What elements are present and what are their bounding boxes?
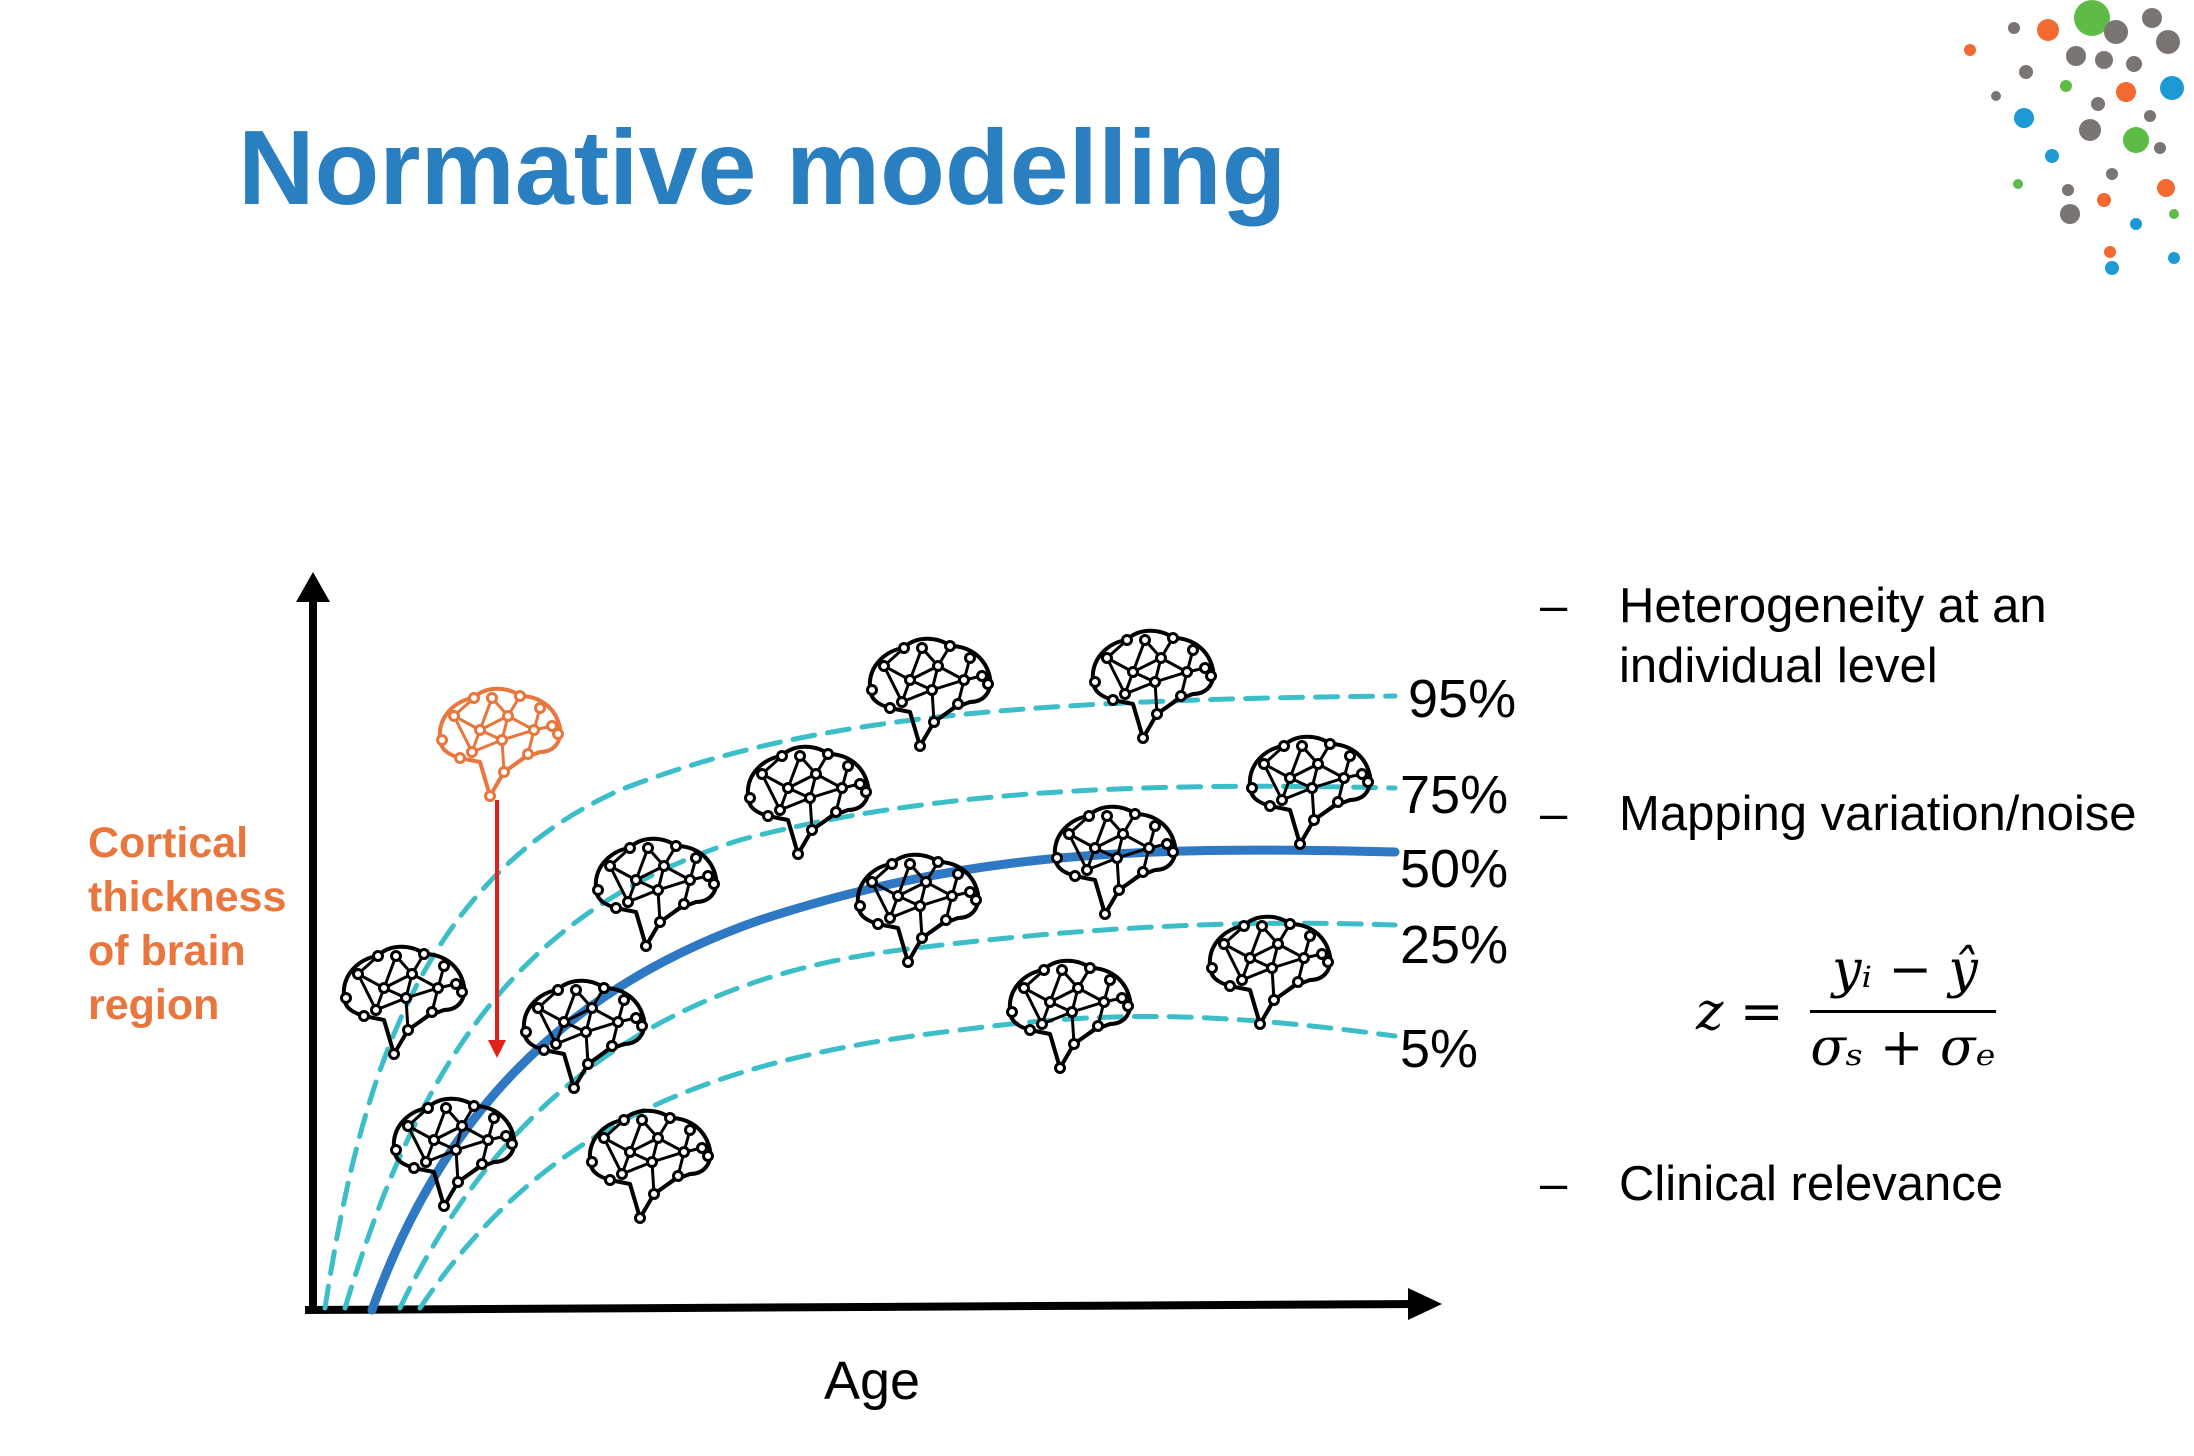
orange-brain-icon	[435, 686, 565, 803]
bullet-text: Clinical relevance	[1619, 1157, 2004, 1211]
formula-numerator: yᵢ − ŷ	[1832, 940, 1978, 1000]
percentile-label-75: 75%	[1400, 765, 1509, 825]
bullet-text-line: Heterogeneity at an	[1619, 579, 2047, 633]
percentile-75-curve	[342, 783, 1398, 1311]
dot-cluster-logo-icon	[1964, 0, 2184, 275]
x-axis-label: Age	[824, 1351, 921, 1411]
y-axis-label: Cortical thickness of brain region	[88, 816, 286, 1032]
slide-title: Normative modelling	[238, 109, 1287, 227]
formula-denominator: σₛ + σₑ	[1810, 1018, 1996, 1078]
y-axis-label-line: region	[88, 981, 220, 1029]
bullet-text: Mapping variation/noise	[1619, 787, 2137, 841]
x-axis-arrowhead	[1408, 1288, 1442, 1320]
bullet-dash: –	[1540, 579, 1568, 633]
brain-icon	[1245, 734, 1375, 851]
percentile-5-curve	[417, 1013, 1398, 1311]
median-50-curve	[367, 845, 1400, 1315]
fraction-bar	[1810, 1010, 1996, 1013]
brain-icon	[519, 978, 649, 1095]
brain-icon	[743, 744, 873, 861]
y-axis-arrowhead	[296, 572, 330, 602]
percentile-label-5: 5%	[1400, 1019, 1479, 1079]
bullet-dash: –	[1540, 787, 1568, 841]
brain-icon	[1088, 628, 1218, 745]
brain-icon	[339, 944, 469, 1061]
percentile-label-50: 50%	[1400, 839, 1509, 899]
x-axis	[304, 1300, 1411, 1314]
bullet-text-line: individual level	[1619, 639, 1938, 693]
y-axis-label-line: of brain	[88, 927, 246, 975]
brain-icon	[865, 636, 995, 753]
deviation-arrowhead	[488, 1040, 506, 1058]
y-axis-label-line: thickness	[88, 873, 287, 921]
y-axis-label-line: Cortical	[88, 819, 249, 867]
brain-icon	[1050, 804, 1180, 921]
bullet-text: Heterogeneity at an individual level	[1619, 576, 2047, 696]
percentile-95-curve	[322, 693, 1398, 1311]
bullet-dash: –	[1540, 1157, 1568, 1211]
brain-icon	[853, 852, 983, 969]
brain-icon	[1205, 914, 1335, 1031]
percentile-label-95: 95%	[1408, 669, 1517, 729]
formula-lhs: z =	[1696, 982, 1784, 1042]
percentile-label-25: 25%	[1400, 915, 1509, 975]
brain-icon	[585, 1108, 715, 1225]
